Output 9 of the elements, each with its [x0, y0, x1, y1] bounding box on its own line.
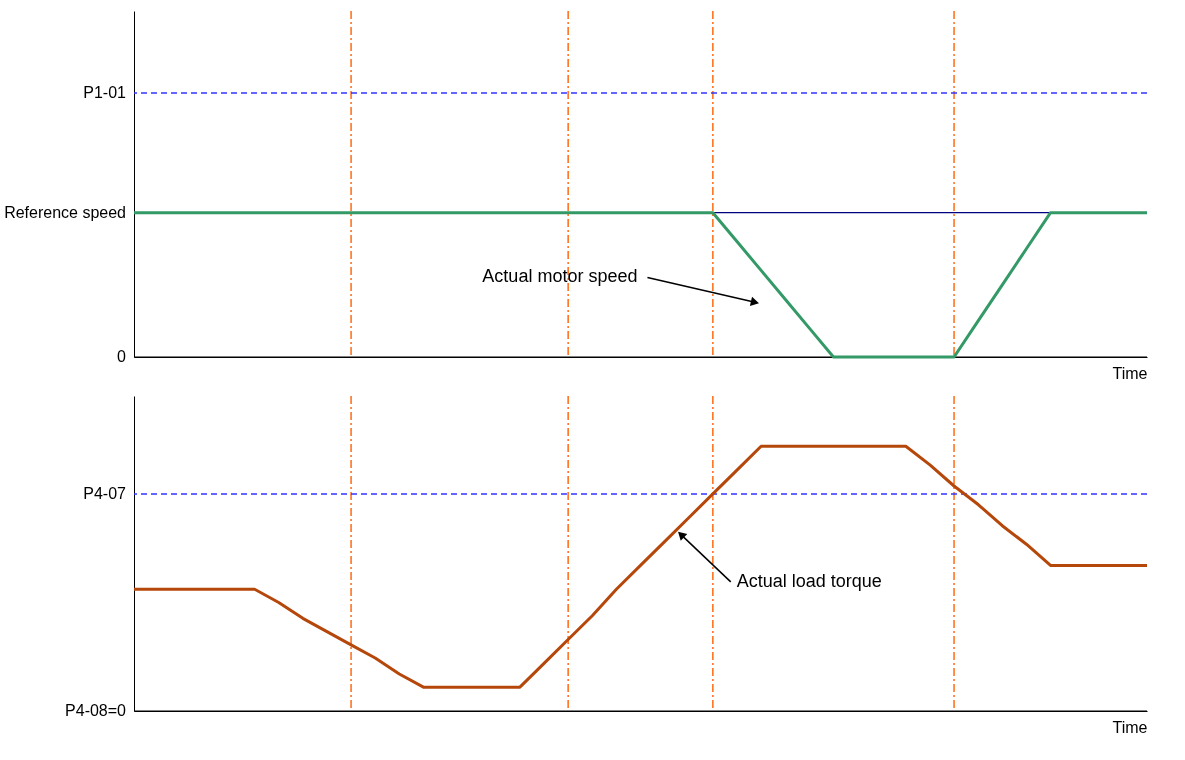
x-axis-title: Time — [1112, 718, 1148, 736]
ref-line-label: P4-08=0 — [65, 702, 127, 719]
ref-line-label: 0 — [117, 348, 127, 365]
ref-line-label: P1-01 — [83, 83, 127, 101]
ref-line-label: P4-07 — [83, 484, 127, 502]
ref-line-label: Reference speed — [4, 203, 126, 221]
annotation: Actual load torque — [736, 570, 882, 591]
annotation: Actual motor speed — [482, 266, 638, 287]
x-axis-title: Time — [1112, 364, 1148, 382]
